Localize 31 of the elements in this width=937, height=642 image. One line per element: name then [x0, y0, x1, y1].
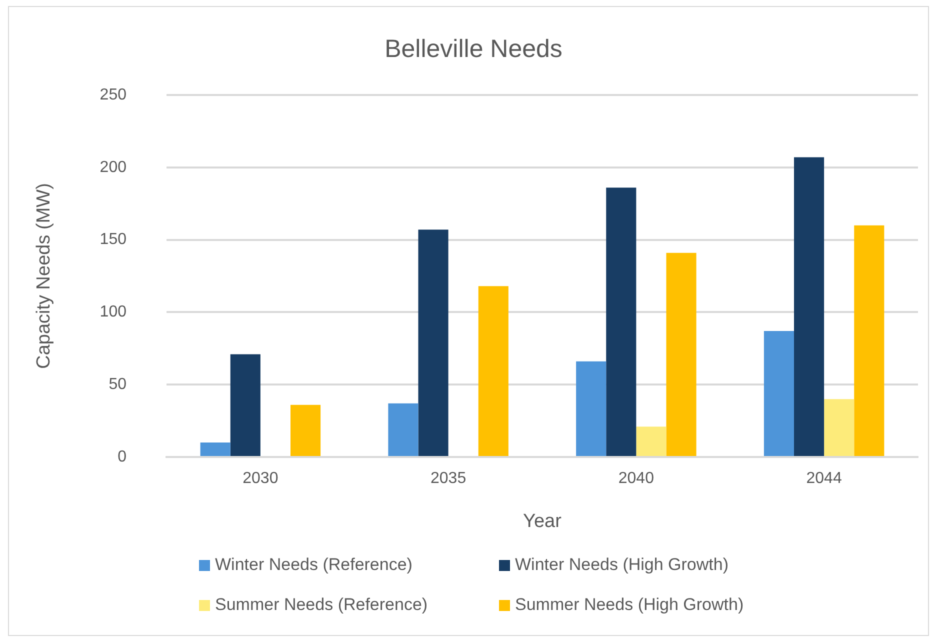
y-tick-label: 100: [100, 304, 127, 321]
bar: [576, 361, 606, 456]
bar: [606, 188, 636, 456]
legend-label: Summer Needs (High Growth): [515, 595, 744, 615]
bar: [478, 286, 508, 456]
bar: [824, 399, 854, 456]
y-tick-label: 250: [100, 86, 127, 104]
chart-title: Belleville Needs: [384, 34, 562, 63]
bar: [666, 252, 696, 456]
x-tick-label: 2035: [430, 470, 466, 488]
x-tick-label: 2040: [618, 470, 654, 488]
bar: [290, 404, 321, 456]
bar: [200, 442, 230, 456]
bar: [764, 331, 794, 456]
y-tick-label: 200: [100, 158, 127, 176]
y-tick-label: 50: [108, 376, 127, 394]
bar: [388, 403, 418, 456]
bar: [794, 157, 824, 456]
legend-label: Summer Needs (Reference): [215, 595, 428, 615]
y-tick-label: 150: [100, 231, 127, 248]
x-tick-label: 2044: [806, 470, 842, 488]
bar: [230, 354, 260, 456]
y-tick-label: 0: [118, 448, 127, 466]
y-axis-title: Capacity Needs (MW): [34, 183, 55, 369]
x-axis-title: Year: [523, 510, 562, 532]
legend-label: Winter Needs (Reference): [215, 555, 412, 575]
bar: [854, 225, 884, 456]
bar: [418, 230, 448, 456]
x-tick-label: 2030: [242, 470, 278, 488]
bar: [636, 426, 666, 456]
legend-label: Winter Needs (High Growth): [515, 555, 729, 575]
